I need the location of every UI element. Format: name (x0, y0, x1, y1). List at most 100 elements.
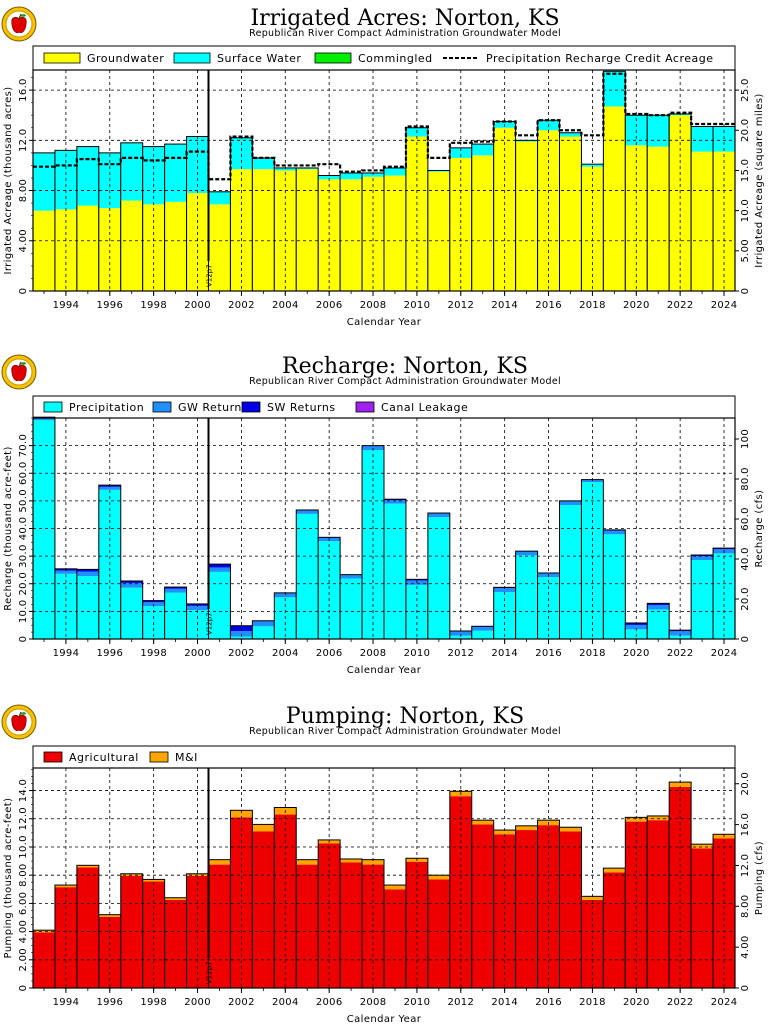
y-right-axis-title: Irrigated Acreage (square miles) (754, 93, 765, 267)
bar-segment (186, 605, 209, 610)
x-tick-label: 2022 (667, 997, 694, 1008)
legend-swatch (241, 401, 261, 413)
y-tick-label: 2.00 (18, 948, 29, 971)
precip-credit-line (33, 72, 735, 181)
bar-segment (603, 868, 626, 873)
y-tick-label: 12.0 (18, 129, 29, 152)
bar-segment (142, 600, 165, 603)
legend-swatch (173, 52, 211, 64)
bar-segment (208, 567, 231, 572)
y-right-tick-label: 4.00 (740, 935, 751, 958)
bar-segment (164, 201, 187, 291)
bar-segment (54, 885, 77, 888)
apple-logo-icon (1, 354, 37, 390)
bar-segment (449, 631, 472, 636)
x-tick-label: 1998 (140, 997, 167, 1008)
bar-segment (230, 636, 253, 639)
chart-title: Pumping: Norton, KS (286, 704, 524, 729)
bar-segment (296, 859, 319, 865)
bar-segment (76, 146, 99, 206)
bar-segment (471, 630, 494, 639)
x-tick-label: 2010 (404, 300, 431, 311)
x-tick-label: 2008 (360, 300, 387, 311)
x-tick-label: 2004 (272, 997, 299, 1008)
bar-segment (691, 559, 714, 639)
y-right-tick-label: 15.0 (740, 159, 751, 182)
bar-segment (603, 872, 626, 988)
bar-segment (230, 169, 253, 291)
bar-segment (98, 914, 121, 917)
bar-segment (559, 505, 582, 639)
bar-segment (384, 885, 406, 890)
x-tick-label: 2002 (228, 300, 255, 311)
bar-segment (691, 556, 714, 560)
x-tick-label: 2024 (711, 300, 738, 311)
bar-segment (164, 592, 187, 639)
bar-segment (559, 136, 582, 291)
bar-segment (362, 859, 384, 865)
legend-label: Surface Water (217, 52, 301, 65)
bar-segment (427, 517, 450, 639)
bar-segment (252, 169, 275, 291)
bar-segment (471, 824, 494, 988)
bar-segment (274, 593, 297, 598)
y-right-tick-label: 12.0 (740, 854, 751, 877)
x-tick-label: 1996 (96, 997, 123, 1008)
bar-segment (252, 621, 275, 627)
bar-segment (713, 126, 735, 152)
bars (32, 416, 736, 640)
bars (32, 781, 736, 989)
bar-segment (691, 126, 714, 152)
y-tick-label: 12.0 (18, 807, 29, 830)
y-tick-label: 0 (18, 288, 29, 295)
bar-segment (427, 875, 450, 880)
x-tick-label: 2006 (316, 300, 343, 311)
x-tick-label: 2020 (623, 648, 650, 659)
bar-segment (208, 571, 231, 639)
bar-segment (120, 580, 143, 583)
bar-segment (625, 145, 648, 291)
bar-segment (230, 137, 253, 170)
y-tick-label: 70.0 (18, 434, 29, 457)
bar-segment (405, 136, 428, 291)
legend-swatch (43, 751, 63, 763)
x-tick-label: 2024 (711, 997, 738, 1008)
x-tick-label: 2002 (228, 997, 255, 1008)
bar-segment (142, 881, 165, 988)
bar-segment (230, 810, 253, 818)
bar-segment (471, 820, 494, 825)
y-right-tick-label: 100 (740, 429, 751, 449)
legend-label: Agricultural (69, 751, 139, 764)
bar-segment (252, 157, 275, 170)
plot-frame (32, 69, 736, 292)
bar-segment (515, 141, 538, 291)
bar-segment (603, 530, 626, 535)
bar-segment (625, 624, 648, 630)
bar-segment (33, 418, 55, 421)
legend: Groundwater Surface Water Commingled Precip… (32, 45, 736, 71)
bar-segment (625, 821, 648, 988)
legend-label: Precipitation Recharge Credit Acreage (486, 52, 714, 65)
bar-segment (76, 571, 99, 577)
y-tick-label: 60.0 (18, 462, 29, 485)
y-tick-label: 10.0 (18, 835, 29, 858)
x-tick-label: 2008 (360, 648, 387, 659)
bar-segment (471, 626, 494, 631)
bar-segment (120, 582, 143, 588)
x-tick-label: 2022 (667, 300, 694, 311)
apple-logo-icon (1, 6, 37, 42)
bar-segment (164, 144, 187, 202)
bar-segment (208, 191, 231, 205)
x-tick-label: 2012 (447, 648, 474, 659)
legend-swatch (43, 52, 81, 64)
version-marker-label: V12p7 (206, 612, 214, 635)
bars (32, 70, 736, 292)
version-marker-label: V12p7 (206, 961, 214, 984)
y-right-tick-label: 5.00 (740, 239, 751, 262)
x-tick-label: 1998 (140, 648, 167, 659)
bar-segment (384, 500, 406, 504)
bar-segment (449, 157, 472, 291)
bar-segment (559, 827, 582, 832)
x-tick-label: 2000 (184, 300, 211, 311)
bar-segment (76, 576, 99, 639)
